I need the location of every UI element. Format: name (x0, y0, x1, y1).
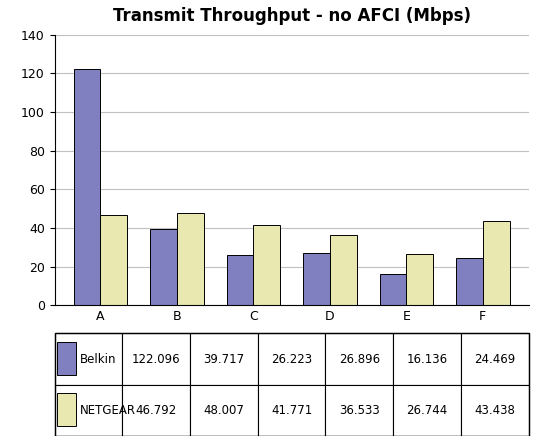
Text: 26.744: 26.744 (407, 404, 447, 417)
Text: NETGEAR: NETGEAR (80, 404, 136, 417)
Text: 24.469: 24.469 (474, 353, 516, 366)
Text: 41.771: 41.771 (271, 404, 312, 417)
Text: 16.136: 16.136 (407, 353, 447, 366)
Bar (330, 235, 356, 305)
Bar (379, 274, 406, 305)
FancyBboxPatch shape (393, 385, 461, 436)
FancyBboxPatch shape (461, 385, 529, 436)
Bar (74, 69, 100, 305)
Text: Belkin: Belkin (80, 353, 117, 366)
Bar (406, 254, 433, 305)
FancyBboxPatch shape (122, 385, 190, 436)
FancyBboxPatch shape (122, 334, 190, 385)
FancyBboxPatch shape (54, 385, 122, 436)
FancyBboxPatch shape (190, 385, 258, 436)
Text: 26.896: 26.896 (339, 353, 380, 366)
FancyBboxPatch shape (393, 334, 461, 385)
Bar (150, 228, 177, 305)
FancyBboxPatch shape (258, 385, 325, 436)
Text: 48.007: 48.007 (203, 404, 244, 417)
Bar (253, 225, 280, 305)
Text: 122.096: 122.096 (132, 353, 180, 366)
FancyBboxPatch shape (57, 342, 76, 375)
FancyBboxPatch shape (190, 334, 258, 385)
Bar (456, 258, 483, 305)
Bar (227, 255, 253, 305)
Text: 43.438: 43.438 (474, 404, 515, 417)
FancyBboxPatch shape (57, 393, 76, 426)
Bar (303, 253, 330, 305)
FancyBboxPatch shape (325, 385, 393, 436)
Bar (100, 215, 127, 305)
Bar (483, 221, 510, 305)
Title: Transmit Throughput - no AFCI (Mbps): Transmit Throughput - no AFCI (Mbps) (113, 7, 470, 25)
Text: 36.533: 36.533 (339, 404, 380, 417)
Text: 39.717: 39.717 (203, 353, 244, 366)
FancyBboxPatch shape (461, 334, 529, 385)
FancyBboxPatch shape (258, 334, 325, 385)
FancyBboxPatch shape (325, 334, 393, 385)
Bar (177, 212, 204, 305)
Text: 26.223: 26.223 (271, 353, 312, 366)
Text: 46.792: 46.792 (136, 404, 177, 417)
FancyBboxPatch shape (54, 334, 122, 385)
